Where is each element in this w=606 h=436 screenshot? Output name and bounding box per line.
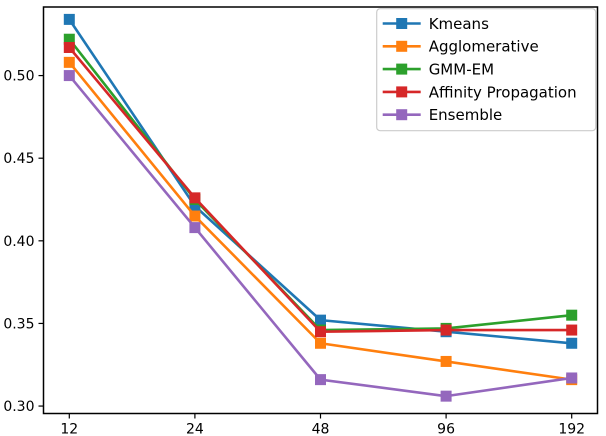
series-marker-agglomerative: [63, 56, 75, 68]
series-marker-affinity-propagation: [315, 326, 326, 338]
series-marker-agglomerative: [189, 210, 201, 222]
legend-label: Affinity Propagation: [429, 83, 577, 101]
legend-label: Kmeans: [429, 15, 489, 33]
series-marker-kmeans: [189, 200, 201, 212]
series-marker-agglomerative: [315, 337, 326, 349]
legend-marker-sample: [396, 109, 408, 121]
legend-marker-sample: [396, 63, 408, 75]
series-marker-kmeans: [63, 13, 75, 25]
legend-label: Agglomerative: [429, 38, 539, 56]
legend-label: Ensemble: [429, 106, 503, 124]
x-axis-tick-label: 12: [60, 422, 78, 436]
series-marker-ensemble: [189, 222, 201, 234]
series-ensemble: [63, 70, 578, 402]
x-axis-tick-label: 24: [186, 422, 204, 436]
legend-marker-sample: [396, 86, 408, 98]
series-marker-agglomerative: [440, 355, 452, 367]
x-axis-tick-label: 192: [558, 422, 585, 436]
axes-frame: [42, 6, 599, 415]
y-axis-tick-label: 0.45: [3, 151, 34, 167]
legend-box: [376, 8, 597, 132]
legend-marker-sample: [396, 40, 408, 52]
series-marker-kmeans: [315, 314, 326, 326]
series-marker-affinity-propagation: [566, 324, 578, 336]
legend-entry-gmm-em: GMM-EM: [382, 61, 494, 79]
x-axis-tick-label: 96: [437, 422, 455, 436]
legend-entry-affinity-propagation: Affinity Propagation: [382, 83, 577, 101]
series-affinity-propagation: [63, 41, 578, 338]
y-axis-tick-label: 0.30: [3, 399, 34, 415]
y-axis-tick-label: 0.50: [3, 69, 34, 85]
legend-marker-sample: [396, 18, 408, 29]
series-marker-ensemble: [315, 374, 326, 386]
series-marker-ensemble: [566, 372, 578, 384]
series-marker-affinity-propagation: [189, 192, 201, 204]
series-marker-gmm-em: [63, 33, 75, 45]
series-marker-affinity-propagation: [440, 324, 452, 336]
y-axis-tick-label: 0.40: [3, 234, 34, 250]
legend-entry-agglomerative: Agglomerative: [382, 38, 539, 56]
legend-label: GMM-EM: [429, 61, 494, 79]
legend: Kmeans Agglomerative GMM-EM Affinity Propag…: [376, 8, 597, 132]
series-marker-affinity-propagation: [63, 41, 75, 53]
series-marker-ensemble: [63, 70, 75, 82]
series-marker-gmm-em: [566, 309, 578, 321]
y-axis-tick-label: 0.35: [3, 316, 34, 332]
legend-entry-ensemble: Ensemble: [382, 106, 503, 124]
series-marker-ensemble: [440, 390, 452, 402]
legend-entry-kmeans: Kmeans: [382, 15, 489, 33]
x-axis-tick-label: 48: [312, 422, 330, 436]
series-marker-kmeans: [566, 337, 578, 349]
